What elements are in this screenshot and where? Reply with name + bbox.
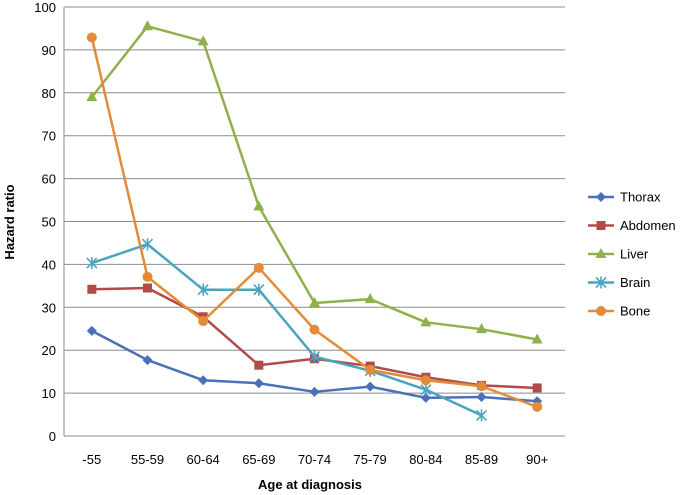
data-point xyxy=(254,360,264,370)
data-point xyxy=(143,283,152,293)
x-tick-label: 70-74 xyxy=(298,452,331,467)
data-point xyxy=(197,35,209,46)
data-point xyxy=(596,221,606,230)
x-tick-label: 85-89 xyxy=(465,452,498,467)
data-point xyxy=(596,306,606,316)
x-tick-label: 65-69 xyxy=(242,452,275,467)
data-point xyxy=(198,375,209,386)
data-point xyxy=(309,324,320,335)
y-tick-label: 0 xyxy=(49,429,56,444)
y-tick-label: 30 xyxy=(42,300,56,315)
data-point xyxy=(532,401,543,412)
legend-label: Abdomen xyxy=(620,218,676,233)
data-point xyxy=(141,238,154,251)
data-point xyxy=(531,333,543,344)
legend: Thorax Abdomen Liver Brain Bone xyxy=(588,190,676,319)
data-point xyxy=(420,316,432,327)
data-point xyxy=(475,409,488,422)
x-tick-label: -55 xyxy=(82,452,101,467)
data-point xyxy=(476,381,487,392)
series-liver xyxy=(86,20,543,344)
data-point xyxy=(253,283,265,296)
data-point xyxy=(596,192,606,202)
data-point xyxy=(253,200,265,211)
series-line xyxy=(91,242,483,417)
data-point xyxy=(365,364,376,375)
data-point xyxy=(253,378,264,389)
x-tick-label: 80-84 xyxy=(409,452,442,467)
legend-item: Abdomen xyxy=(588,218,676,233)
y-tick-label: 20 xyxy=(42,343,56,358)
legend-label: Brain xyxy=(620,275,650,290)
series-thorax xyxy=(86,325,543,407)
y-tick-label: 90 xyxy=(42,43,56,58)
data-point xyxy=(532,383,542,393)
data-point xyxy=(476,391,487,402)
data-point xyxy=(420,383,432,396)
x-tick-label: 55-59 xyxy=(131,452,164,467)
series-bone xyxy=(86,32,543,412)
x-tick-label: 90+ xyxy=(526,452,548,467)
y-tick-labels: 0 10 20 30 40 50 60 70 80 90 100 xyxy=(34,0,56,444)
data-point xyxy=(308,350,321,363)
legend-label: Bone xyxy=(620,304,650,319)
legend-item: Bone xyxy=(588,304,650,319)
y-tick-label: 70 xyxy=(42,129,56,144)
gridlines xyxy=(63,6,565,437)
legend-label: Liver xyxy=(620,247,649,262)
data-point xyxy=(86,257,98,270)
y-tick-label: 100 xyxy=(34,0,56,15)
x-axis-label: Age at diagnosis xyxy=(258,477,362,492)
data-point xyxy=(253,262,264,273)
data-point xyxy=(142,20,153,31)
data-point xyxy=(420,375,431,386)
data-point xyxy=(86,32,97,43)
data-point xyxy=(86,325,97,336)
y-axis-label: Hazard ratio xyxy=(2,184,17,259)
x-tick-label: 75-79 xyxy=(354,452,387,467)
data-point xyxy=(87,284,97,294)
data-point xyxy=(595,248,607,258)
y-tick-label: 40 xyxy=(42,257,56,272)
legend-item: Thorax xyxy=(588,190,661,205)
data-point xyxy=(476,323,487,334)
legend-label: Thorax xyxy=(620,190,661,205)
data-point xyxy=(86,91,98,102)
data-point xyxy=(309,297,320,308)
data-point xyxy=(595,276,607,289)
x-tick-labels: -55 55-59 60-64 65-69 70-74 75-79 80-84 85-89 90… xyxy=(82,452,548,467)
data-point xyxy=(309,386,320,397)
data-point xyxy=(364,293,376,304)
legend-item: Liver xyxy=(588,247,649,262)
series-brain xyxy=(86,238,488,422)
data-point xyxy=(142,271,153,282)
y-tick-label: 50 xyxy=(42,215,56,230)
data-point xyxy=(197,283,209,296)
data-point xyxy=(198,316,209,327)
x-tick-label: 60-64 xyxy=(187,452,220,467)
data-point xyxy=(365,381,376,392)
data-point xyxy=(142,355,153,366)
y-tick-label: 10 xyxy=(42,386,56,401)
data-point xyxy=(420,392,431,403)
legend-item: Brain xyxy=(588,275,650,290)
y-tick-label: 60 xyxy=(42,172,56,187)
y-tick-label: 80 xyxy=(42,86,56,101)
series-group xyxy=(86,20,543,422)
